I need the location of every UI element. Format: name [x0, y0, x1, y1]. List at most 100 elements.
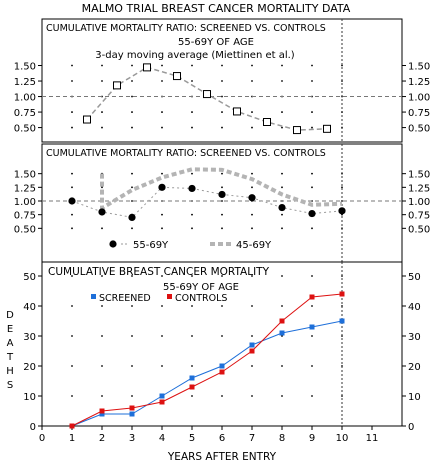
y-tick-label-right: 1.25: [408, 183, 430, 194]
legend-marker-controls: [167, 294, 172, 299]
grid-dot: [161, 64, 163, 67]
grid-dot: [161, 275, 163, 277]
grid-dot: [281, 80, 283, 82]
grid-dot: [71, 213, 73, 216]
grid-dot: [161, 335, 163, 337]
panel-mortality-ratio-by-age: 0.50 0.50 0.75 0.75 1.00 1.00 1.25 1.25 1.50 1.50…: [14, 143, 430, 263]
grid-dot: [281, 111, 283, 113]
grid-dot: [191, 126, 193, 129]
grid-dot: [281, 186, 283, 189]
grid-dot: [311, 227, 313, 230]
grid-dot: [131, 172, 133, 175]
grid-dot: [71, 335, 73, 337]
grid-dot: [161, 227, 163, 230]
x-axis-label: YEARS AFTER ENTRY: [167, 451, 277, 463]
grid-dot: [71, 64, 73, 67]
y-tick-label-right: 10: [408, 392, 421, 403]
data-point-moving-average: [83, 115, 91, 124]
y-tick-label-left: 20: [23, 362, 36, 373]
grid-dot: [251, 80, 253, 82]
grid-dot: [311, 172, 313, 175]
grid-dot: [131, 186, 133, 189]
grid-dot: [221, 64, 223, 67]
grid-dot: [311, 365, 313, 367]
grid-dot: [161, 172, 163, 175]
panel-subtitle: 55-69Y OF AGE: [178, 37, 254, 48]
data-point-55-69y: [98, 208, 106, 216]
grid-dot: [281, 172, 283, 175]
grid-dot: [71, 395, 73, 397]
y-axis-label-letter: H: [6, 366, 14, 377]
grid-dot: [251, 111, 253, 113]
data-point-55-69y: [158, 183, 166, 191]
y-tick-label-right: 0.75: [408, 211, 430, 222]
grid-dot: [161, 111, 163, 113]
y-tick-label-right: 20: [408, 362, 421, 373]
grid-dot: [221, 172, 223, 175]
grid-dot: [251, 64, 253, 67]
grid-dot: [191, 305, 193, 307]
y-tick-label-left: 0: [30, 422, 36, 433]
data-point-screened: [129, 411, 135, 417]
data-point-screened: [189, 375, 195, 381]
legend-label-55-69y: 55-69Y: [133, 240, 169, 251]
grid-dot: [251, 186, 253, 189]
grid-dot: [281, 305, 283, 307]
grid-dot: [131, 335, 133, 337]
y-tick-label-right: 50: [408, 272, 421, 283]
grid-dot: [311, 275, 313, 277]
y-axis-label-letter: A: [7, 338, 14, 349]
grid-dot: [251, 395, 253, 397]
grid-dot: [131, 227, 133, 230]
y-tick-label-left: 1.50: [14, 170, 36, 181]
data-point-55-69y: [218, 190, 226, 199]
data-point-controls: [159, 399, 165, 405]
grid-dot: [131, 126, 133, 129]
data-point-55-69y: [308, 209, 316, 218]
y-tick-label-right: 0: [408, 422, 414, 433]
grid-dot: [101, 335, 103, 337]
grid-dot: [131, 200, 133, 202]
grid-dot: [191, 111, 193, 113]
grid-dot: [311, 305, 313, 307]
grid-dot: [221, 275, 223, 277]
y-tick-label-left: 0.50: [14, 124, 36, 135]
data-point-controls: [69, 423, 75, 429]
figure-title: MALMO TRIAL BREAST CANCER MORTALITY DATA: [82, 2, 351, 15]
x-tick-label: 5: [189, 433, 195, 444]
grid-dot: [311, 126, 313, 129]
grid-dot: [251, 213, 253, 216]
grid-dot: [221, 126, 223, 129]
grid-dot: [161, 305, 163, 307]
grid-dot: [131, 111, 133, 113]
data-point-screened: [159, 393, 165, 399]
data-point-moving-average: [263, 118, 271, 126]
grid-dot: [221, 213, 223, 216]
grid-dot: [191, 335, 193, 337]
y-tick-label-left: 0.75: [14, 211, 36, 222]
grid-dot: [221, 227, 223, 230]
grid-dot: [71, 111, 73, 113]
grid-dot: [71, 126, 73, 129]
data-point-moving-average: [143, 63, 151, 72]
grid-dot: [71, 365, 73, 367]
panel-mortality-ratio-moving-average: 0.50 0.50 0.75 0.75 1.00 1.00 1.25 1.25 1.50 1.50…: [14, 18, 430, 143]
grid-dot: [191, 172, 193, 175]
y-tick-label-right: 1.50: [408, 62, 430, 73]
y-tick-label-right: 40: [408, 302, 421, 313]
data-point-screened: [309, 324, 315, 330]
data-point-controls: [99, 408, 105, 414]
data-point-moving-average: [173, 72, 181, 81]
data-point-moving-average: [203, 90, 211, 99]
data-point-moving-average: [293, 126, 301, 135]
grid-dot: [191, 395, 193, 397]
data-point-55-69y: [278, 203, 286, 212]
panel-title: CUMULATIVE MORTALITY RATIO: SCREENED VS.…: [46, 148, 326, 159]
y-tick-label-left: 1.50: [14, 62, 36, 73]
grid-dot: [281, 275, 283, 277]
grid-dot: [191, 365, 193, 367]
y-tick-label-left: 0.75: [14, 108, 36, 119]
grid-dot: [191, 275, 193, 277]
data-point-controls: [249, 348, 255, 354]
